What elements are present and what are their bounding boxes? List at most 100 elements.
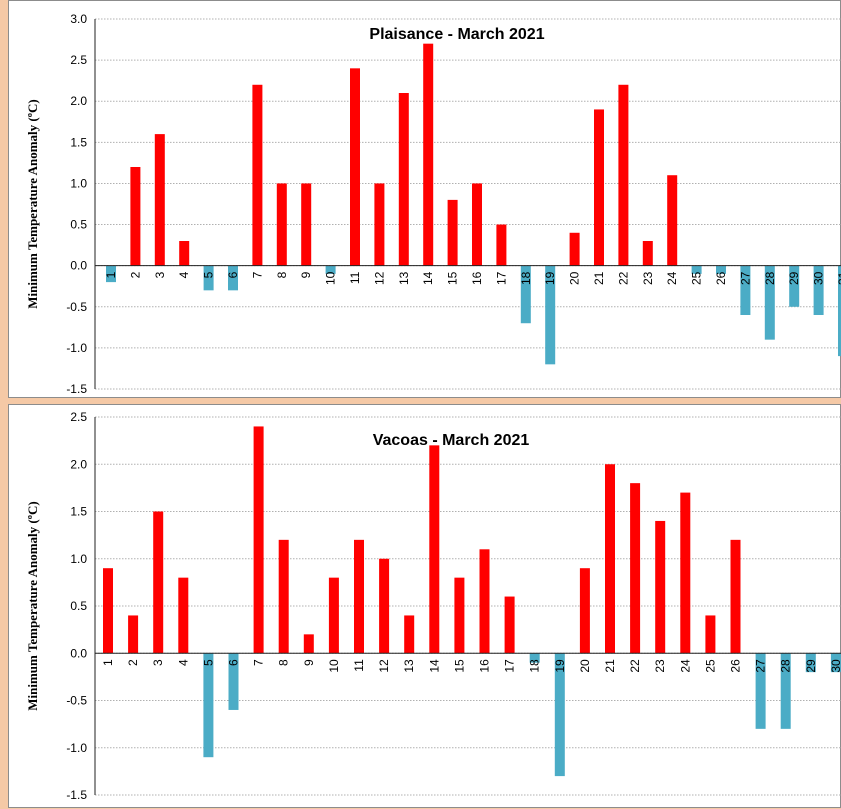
bar-day-23 — [655, 520, 666, 654]
bar-day-14 — [429, 445, 440, 654]
x-tick-label: 6 — [227, 659, 241, 666]
chart-title: Vacoas - March 2021 — [373, 432, 530, 449]
bar-day-27 — [755, 653, 766, 729]
x-tick-label: 14 — [427, 659, 441, 673]
bar-day-24 — [667, 175, 678, 266]
x-tick-label: 2 — [126, 659, 140, 666]
bar-day-18 — [520, 265, 531, 324]
x-tick-label: 25 — [690, 271, 704, 285]
bar-day-7 — [252, 84, 263, 266]
bar-day-22 — [630, 483, 641, 654]
bar-day-25 — [691, 265, 702, 274]
x-tick-label: 1 — [104, 271, 118, 278]
plaisance-chart-svg: 3.02.52.01.51.00.50.0-0.5-1.0-1.51 2 3 4 5 6 7… — [25, 12, 841, 396]
bar-day-17 — [504, 596, 515, 654]
x-tick-label: 28 — [779, 659, 793, 673]
bar-day-28 — [780, 653, 791, 729]
x-tick-label: 13 — [402, 659, 416, 673]
x-tick-label: 11 — [348, 271, 362, 284]
y-tick-label: 2.0 — [70, 457, 87, 471]
x-tick-label: 20 — [578, 659, 592, 673]
bar-day-30 — [830, 653, 841, 673]
x-tick-label: 30 — [812, 271, 826, 285]
x-tick-label: 17 — [503, 659, 517, 673]
bar-day-8 — [276, 183, 287, 266]
x-tick-label: 29 — [804, 659, 818, 673]
x-tick-label: 27 — [754, 659, 768, 673]
y-tick-label: -0.5 — [66, 300, 87, 314]
y-tick-label: -1.0 — [66, 741, 87, 755]
bar-day-22 — [618, 84, 629, 266]
bar-day-20 — [569, 232, 580, 266]
bar-day-10 — [328, 577, 339, 654]
x-tick-label: 22 — [616, 271, 630, 285]
x-tick-label: 8 — [277, 659, 291, 666]
x-tick-label: 3 — [153, 271, 167, 278]
bar-day-25 — [705, 615, 716, 654]
bar-day-4 — [179, 241, 190, 266]
bar-day-26 — [716, 265, 726, 274]
bar-day-8 — [278, 539, 289, 654]
x-tick-label: 26 — [729, 659, 743, 673]
y-tick-label: 0.5 — [70, 218, 87, 232]
bar-day-14 — [423, 43, 434, 266]
x-tick-label: 18 — [528, 659, 542, 673]
bar-day-15 — [454, 577, 465, 654]
bar-day-28 — [764, 265, 775, 340]
x-tick-label: 26 — [714, 271, 728, 285]
bar-day-19 — [545, 265, 556, 365]
x-tick-label: 21 — [603, 659, 617, 673]
y-axis-label: Minimum Temperature Anomaly (ºC) — [25, 99, 40, 309]
x-tick-label: 5 — [202, 271, 216, 278]
x-tick-label: 9 — [299, 271, 313, 278]
y-tick-label: 1.5 — [70, 505, 87, 519]
x-tick-label: 8 — [275, 271, 289, 278]
bar-day-21 — [605, 464, 615, 654]
bar-day-17 — [496, 224, 507, 266]
y-tick-label: 0.0 — [70, 646, 87, 660]
x-tick-label: 23 — [641, 271, 655, 285]
y-tick-label: -0.5 — [66, 694, 87, 708]
y-tick-label: 3.0 — [70, 12, 87, 26]
bar-day-9 — [303, 634, 314, 654]
x-tick-label: 7 — [250, 271, 264, 278]
x-tick-label: 4 — [176, 659, 190, 666]
bar-day-2 — [128, 615, 139, 654]
bar-day-12 — [379, 558, 390, 654]
bar-day-2 — [130, 167, 141, 266]
vacoas-chart-panel: 2.5 2.0 1.5 1.0 0.5 0.0 -0.5 -1.0 -1.5 1 2 3 4 5 6 7 8 9 1… — [8, 404, 841, 808]
bar-day-6 — [228, 653, 239, 710]
x-tick-label: 3 — [151, 659, 165, 666]
bar-day-11 — [354, 539, 364, 654]
bar-day-29 — [789, 265, 800, 307]
bar-day-29 — [805, 653, 816, 673]
y-tick-label: 1.0 — [70, 176, 87, 190]
x-tick-label: 10 — [327, 659, 341, 673]
x-tick-label: 15 — [446, 271, 460, 285]
y-tick-label: 2.5 — [70, 410, 87, 424]
x-tick-label: 31 — [836, 271, 841, 285]
bar-day-20 — [579, 568, 590, 654]
bar-day-1 — [103, 568, 113, 654]
bar-day-7 — [253, 426, 264, 654]
x-tick-label: 14 — [421, 271, 435, 285]
x-tick-label: 19 — [543, 271, 557, 285]
x-tick-label: 12 — [372, 271, 386, 285]
x-tick-label: 21 — [592, 271, 606, 285]
x-tick-label: 23 — [653, 659, 667, 673]
bar-day-12 — [374, 183, 385, 266]
x-tick-label: 9 — [302, 659, 316, 666]
x-tick-label: 7 — [252, 659, 266, 666]
vacoas-chart-svg: 2.52.01.51.00.50.0-0.5-1.0-1.51 2 3 4 5 6 7 8 9 1… — [25, 410, 841, 802]
bar-day-16 — [472, 183, 482, 266]
x-tick-label: 1 — [101, 659, 115, 666]
plaisance-chart-panel: 3.0 2.5 2.0 1.5 1.0 0.5 0.0 -0.5 -1.0 -1.5 1 2 3 4 5 6 7… — [8, 0, 841, 398]
bar-day-21 — [594, 109, 604, 266]
x-tick-label: 11 — [352, 659, 366, 672]
y-tick-label: -1.0 — [66, 341, 87, 355]
bar-day-18 — [529, 653, 540, 663]
x-tick-label: 25 — [703, 659, 717, 673]
bar-day-6 — [228, 265, 238, 291]
x-tick-label: 12 — [377, 659, 391, 673]
